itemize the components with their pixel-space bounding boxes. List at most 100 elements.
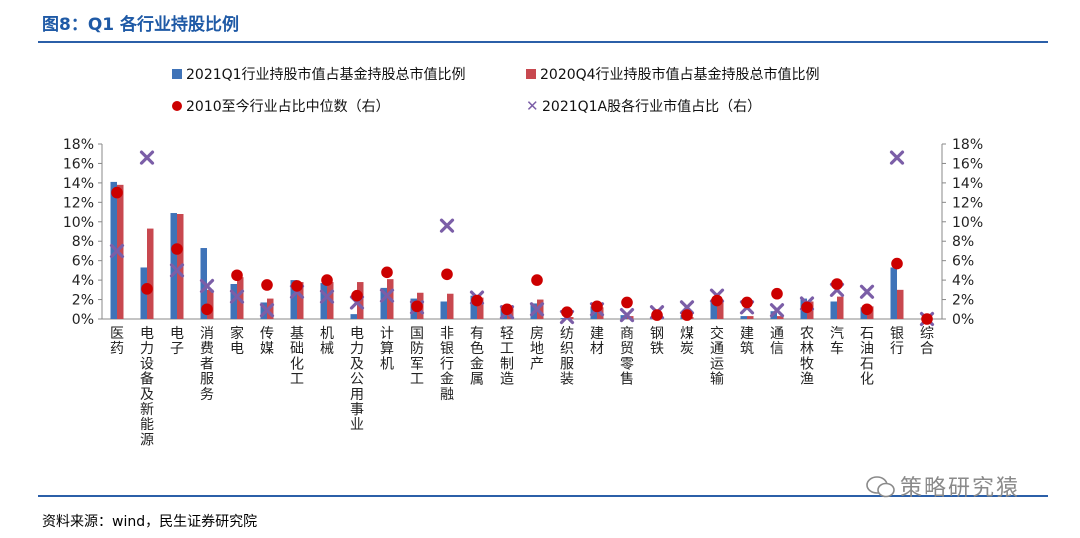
watermark: 策略研究猿	[866, 470, 1020, 502]
legend-swatch-2020q4	[526, 69, 536, 79]
bottom-rule	[38, 495, 1048, 497]
x-tick-label: 通信	[770, 326, 784, 357]
y-tick-label-left: 4%	[72, 273, 94, 289]
legend-item-2020q4: 2020Q4行业持股市值占基金持股总市值比例	[526, 64, 820, 84]
marker-median-share	[711, 294, 723, 307]
y-tick-label-left: 0%	[72, 312, 94, 328]
marker-median-share	[531, 274, 543, 286]
x-tick-label: 传媒	[260, 326, 274, 357]
marker-median-share	[351, 289, 363, 302]
y-tick-label-left: 10%	[63, 215, 94, 231]
x-tick-label: 汽车	[830, 326, 844, 357]
marker-median-share	[591, 300, 603, 313]
bar-2020q4	[447, 293, 454, 319]
y-tick-label-left: 16%	[63, 156, 94, 172]
legend-item-2021q1: 2021Q1行业持股市值占基金持股总市值比例	[172, 64, 466, 84]
marker-median-share	[681, 309, 693, 321]
legend-label-median: 2010至今行业占比中位数（右）	[186, 99, 390, 115]
marker-median-share	[771, 287, 783, 300]
bar-2020q4	[837, 296, 844, 319]
marker-median-share	[201, 303, 213, 316]
bar-2020q4	[207, 289, 214, 319]
x-tick-label: 消费者服务	[200, 326, 214, 403]
marker-median-share	[501, 303, 513, 316]
bar-2021q1	[710, 301, 717, 319]
bar-2020q4	[717, 299, 724, 319]
marker-ashare-share	[229, 289, 245, 304]
marker-median-share	[381, 266, 393, 279]
source-note: 资料来源：wind，民生证券研究院	[42, 514, 258, 530]
x-tick-label: 医药	[110, 326, 124, 357]
marker-median-share	[891, 257, 903, 270]
bar-2021q1	[740, 316, 747, 319]
legend-swatch-2021q1	[172, 69, 182, 79]
marker-median-share	[171, 243, 183, 255]
marker-median-share	[921, 313, 933, 325]
marker-ashare-share	[379, 288, 395, 303]
marker-median-share	[291, 280, 303, 292]
marker-median-share	[111, 186, 123, 199]
y-tick-label-right: 12%	[952, 195, 983, 211]
x-tick-label: 有色金属	[470, 326, 484, 388]
x-tick-label: 综合	[920, 326, 934, 357]
marker-median-share	[231, 269, 243, 282]
x-tick-label: 交通运输	[710, 325, 724, 388]
x-tick-label: 建材	[590, 326, 604, 357]
marker-median-share	[561, 306, 573, 318]
bar-2020q4	[297, 282, 304, 319]
y-tick-label-right: 0%	[952, 312, 974, 328]
x-tick-label: 商贸零售	[620, 326, 634, 388]
legend-label-ashare: 2021Q1A股各行业市值占比（右）	[542, 99, 762, 115]
bar-2021q1	[380, 287, 387, 319]
bar-2021q1	[890, 267, 897, 319]
x-tick-label: 钢铁	[650, 326, 664, 357]
marker-median-share	[831, 278, 843, 290]
legend-dot-median	[172, 101, 182, 111]
marker-median-share	[141, 283, 153, 295]
x-tick-label: 电力设备及新能源	[140, 326, 154, 448]
marker-median-share	[441, 268, 453, 281]
marker-median-share	[261, 279, 273, 291]
y-tick-label-left: 6%	[72, 254, 94, 270]
y-tick-label-left: 2%	[72, 293, 94, 309]
bar-2021q1	[110, 181, 117, 319]
x-tick-label: 国防军工	[410, 326, 424, 388]
y-tick-label-right: 18%	[952, 137, 983, 153]
marker-median-share	[621, 296, 633, 309]
x-tick-label: 纺织服装	[560, 326, 574, 388]
watermark-text: 策略研究猿	[900, 476, 1021, 501]
bar-2021q1	[290, 280, 297, 319]
legend-item-median: 2010至今行业占比中位数（右）	[172, 96, 390, 116]
x-tick-label: 机械	[320, 326, 334, 357]
marker-ashare-share	[439, 218, 455, 233]
bar-2021q1	[260, 302, 267, 319]
y-tick-label-right: 16%	[952, 156, 983, 172]
wechat-icon	[866, 476, 895, 498]
marker-ashare-share	[319, 289, 335, 304]
marker-ashare-share	[619, 308, 635, 323]
marker-ashare-share	[199, 278, 215, 294]
y-tick-label-right: 2%	[952, 293, 974, 309]
y-tick-label-left: 18%	[63, 137, 94, 153]
bar-2020q4	[567, 317, 574, 319]
bar-2020q4	[537, 299, 544, 319]
legend-label-2020q4: 2020Q4行业持股市值占基金持股总市值比例	[540, 67, 820, 83]
bar-2020q4	[477, 297, 484, 319]
y-tick-label-right: 8%	[952, 234, 974, 250]
bar-2021q1	[830, 301, 837, 319]
bar-2020q4	[897, 289, 904, 319]
marker-median-share	[741, 296, 753, 309]
marker-ashare-share	[259, 303, 275, 318]
chart-title: 图8：Q1 各行业持股比例	[42, 15, 240, 35]
x-tick-label: 基础化工	[290, 325, 304, 388]
marker-median-share	[651, 309, 663, 321]
y-tick-label-left: 12%	[63, 195, 94, 211]
marker-median-share	[471, 294, 483, 307]
bar-2020q4	[147, 228, 154, 319]
marker-median-share	[801, 301, 813, 314]
bar-2021q1	[470, 295, 477, 319]
legend-label-2021q1: 2021Q1行业持股市值占基金持股总市值比例	[186, 67, 466, 83]
marker-ashare-share	[109, 243, 125, 259]
bar-2020q4	[117, 184, 124, 319]
